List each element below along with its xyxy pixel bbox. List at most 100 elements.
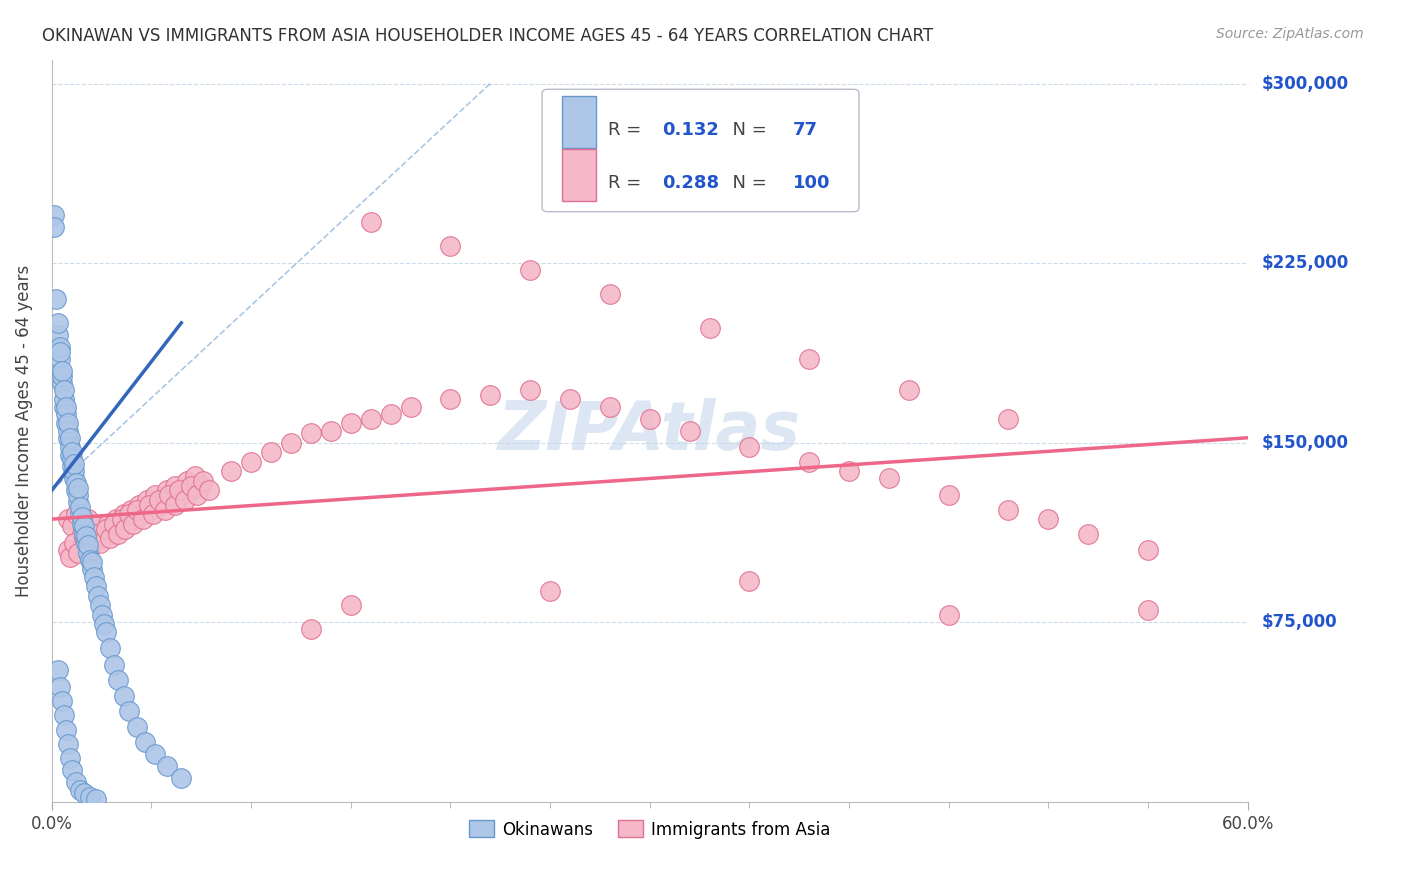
Point [558,392,581,407]
Point [174,493,197,508]
Point [93,617,115,632]
Point [79,541,101,555]
Point [738,441,761,455]
Point [141,502,163,516]
Point [52,383,75,397]
Point [65,508,87,522]
Point [136,493,159,508]
Point [72,519,94,533]
Point [118,704,141,718]
Point [138,498,160,512]
Point [1137,603,1160,617]
Point [72,786,94,800]
Point [150,498,173,512]
Point [56,737,79,751]
Point [299,425,322,440]
Point [799,455,821,469]
Point [165,478,187,492]
Point [479,387,502,401]
Text: 0.132: 0.132 [662,120,718,139]
Point [142,508,165,522]
Point [56,512,79,526]
Point [100,526,122,541]
Point [97,516,120,531]
Text: $225,000: $225,000 [1261,254,1348,272]
Point [52,400,75,414]
Point [198,483,221,498]
Point [118,508,141,522]
Bar [562,149,596,202]
Point [877,471,900,485]
Point [103,658,125,673]
Y-axis label: Householder Income Ages 45 - 64 years: Householder Income Ages 45 - 64 years [15,264,32,597]
Point [60,764,83,778]
Point [60,459,83,474]
Point [45,292,67,306]
Point [103,516,125,531]
Point [399,400,422,414]
Point [938,488,960,502]
Point [56,431,79,445]
Point [46,663,69,677]
Point [75,536,97,550]
Point [70,526,93,541]
Point [80,555,103,569]
Text: N =: N = [721,174,773,192]
Point [186,488,208,502]
Point [62,464,84,478]
Point [84,579,107,593]
Point [56,417,79,431]
Point [90,607,112,622]
Bar [562,96,596,148]
Point [108,522,131,536]
Point [280,435,302,450]
Point [59,448,82,462]
Point [70,509,93,524]
Point [76,539,98,553]
Point [838,464,860,478]
Point [184,469,207,483]
Point [114,522,136,536]
Point [170,771,193,785]
Point [89,599,111,613]
Point [75,529,97,543]
Point [59,751,82,765]
Point [165,498,187,512]
Point [339,417,361,431]
Point [46,327,69,342]
Point [51,368,73,383]
Point [117,516,139,531]
FancyBboxPatch shape [543,89,859,211]
Point [128,498,150,512]
Point [66,481,89,495]
Text: N =: N = [721,120,773,139]
Point [110,512,132,526]
Point [83,569,105,583]
Point [132,512,155,526]
Point [107,526,129,541]
Point [121,502,143,516]
Point [55,400,77,414]
Point [80,536,103,550]
Point [127,502,149,516]
Point [65,476,87,491]
Text: 0.288: 0.288 [662,174,718,192]
Point [65,775,87,789]
Point [997,411,1019,425]
Text: $75,000: $75,000 [1261,613,1337,631]
Point [132,508,155,522]
Point [84,519,107,533]
Point [339,599,361,613]
Legend: Okinawans, Immigrants from Asia: Okinawans, Immigrants from Asia [463,814,838,846]
Point [157,488,180,502]
Point [55,417,77,431]
Point [360,215,382,229]
Point [70,516,93,531]
Point [55,723,77,737]
Point [62,536,84,550]
Point [156,758,179,772]
Point [62,471,84,485]
Point [69,508,91,522]
Point [76,512,98,526]
Point [148,493,170,508]
